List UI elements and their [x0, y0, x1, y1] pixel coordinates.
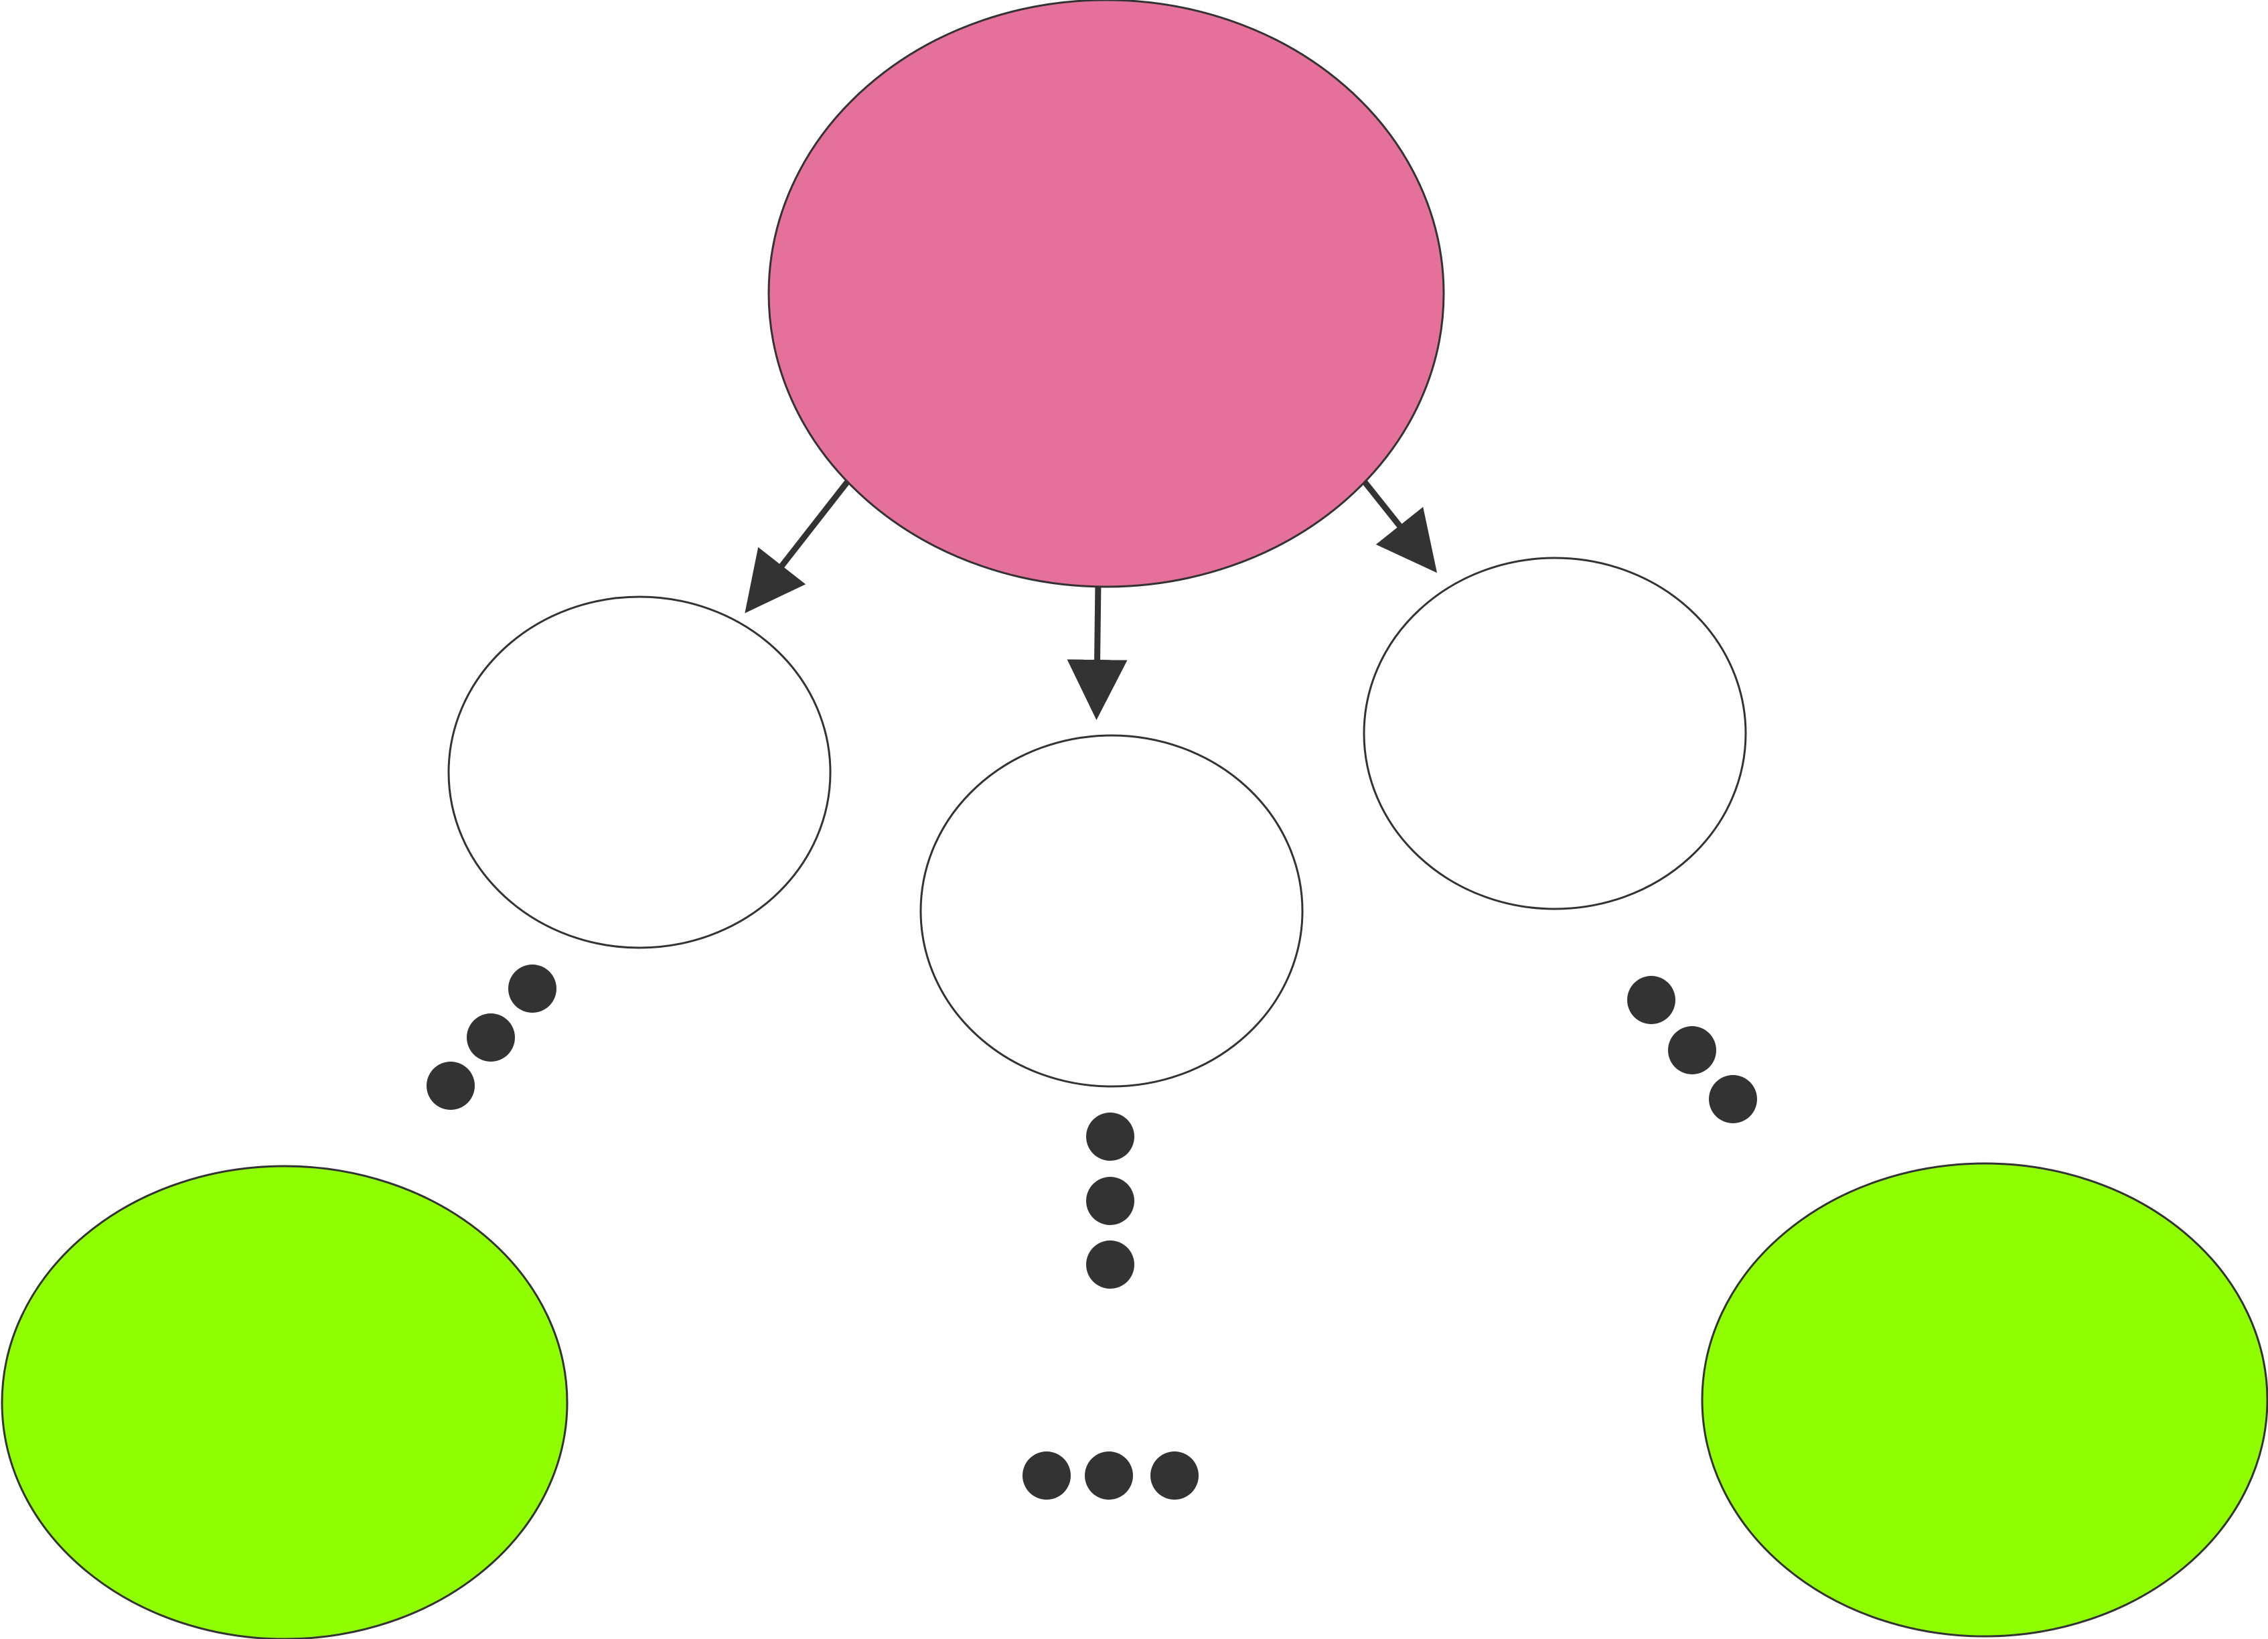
- ellipsis-bottom-horizontal-dot-1: [1023, 1451, 1071, 1500]
- ellipsis-middle-vertical-dot-3: [1086, 1240, 1134, 1289]
- ellipsis-right-diagonal-dot-2: [1668, 1026, 1716, 1074]
- ellipsis-bottom-horizontal: [1023, 1451, 1199, 1500]
- ellipsis-left-diagonal-dot-1: [508, 965, 556, 1013]
- child-node-middle: [919, 734, 1304, 1088]
- ellipsis-right-diagonal-dot-3: [1709, 1075, 1757, 1123]
- ellipsis-middle-vertical-dot-1: [1086, 1113, 1134, 1161]
- leaf-node-left: [1, 1165, 569, 1639]
- child-node-left: [447, 595, 832, 949]
- child-node-right: [1363, 557, 1747, 910]
- arrow-root-node-to-child-node-middle: [1067, 582, 1128, 720]
- ellipsis-bottom-horizontal-dot-2: [1085, 1451, 1133, 1500]
- child-node-left-shape: [447, 595, 832, 949]
- ellipsis-left-diagonal: [427, 965, 556, 1110]
- child-node-right-shape: [1363, 557, 1747, 910]
- ellipsis-middle-vertical-dot-2: [1086, 1177, 1134, 1225]
- ellipsis-middle-vertical: [1086, 1113, 1134, 1289]
- leaf-node-left-shape: [1, 1165, 569, 1639]
- ellipsis-right-diagonal-dot-1: [1627, 976, 1675, 1024]
- ellipsis-bottom-horizontal-dot-3: [1150, 1451, 1199, 1500]
- ellipsis-left-diagonal-dot-3: [427, 1062, 475, 1110]
- leaf-node-right: [1701, 1162, 2268, 1638]
- ellipsis-left-diagonal-dot-2: [467, 1013, 515, 1062]
- child-node-middle-shape: [919, 734, 1304, 1088]
- root-node: [767, 0, 1445, 588]
- arrow-root-node-to-child-node-left: [745, 480, 850, 614]
- root-node-shape: [767, 0, 1445, 588]
- ellipsis-right-diagonal: [1627, 976, 1757, 1123]
- leaf-node-right-shape: [1701, 1162, 2268, 1638]
- dots-layer: [427, 965, 1757, 1500]
- arrow-root-node-to-child-node-right: [1358, 475, 1438, 573]
- edges-layer: [745, 475, 1438, 720]
